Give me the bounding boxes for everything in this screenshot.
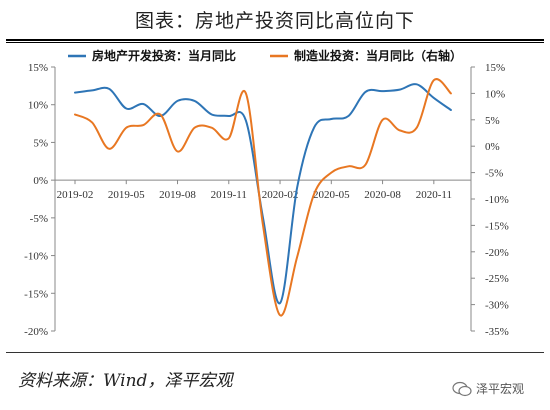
- footer-rule: [6, 352, 544, 353]
- line-chart: 15% 10% 5% 0% -5% -10% -15% -20% 15% 10% 5% 0% -5% -1…: [24, 48, 509, 338]
- left-tick-label: 5%: [33, 137, 48, 149]
- legend-label: 房地产开发投资：当月同比: [92, 48, 236, 63]
- x-tick-label: 2020-08: [364, 189, 401, 201]
- right-tick-label: 5%: [485, 115, 500, 127]
- series-line-property-investment: [74, 83, 452, 305]
- left-tick-label: 10%: [28, 100, 48, 112]
- right-tick-label: -20%: [485, 247, 509, 259]
- x-tick-label: 2019-05: [108, 189, 145, 201]
- right-tick-label: -15%: [485, 220, 509, 232]
- right-tick-label: -10%: [485, 194, 509, 206]
- wechat-icon: [452, 381, 472, 396]
- legend: 房地产开发投资：当月同比 制造业投资：当月同比（右轴）: [68, 48, 462, 63]
- title-rule-thin: [6, 42, 544, 43]
- series-line-manufacturing-investment: [74, 78, 452, 317]
- x-tick-label: 2020-05: [313, 189, 350, 201]
- source-note: 资料来源：Wind，泽平宏观: [18, 371, 233, 391]
- left-tick-label: -10%: [24, 251, 48, 263]
- left-tick-label: -15%: [24, 288, 48, 300]
- legend-label: 制造业投资：当月同比（右轴）: [294, 48, 462, 63]
- right-tick-label: 10%: [485, 88, 505, 100]
- right-tick-label: -30%: [485, 300, 509, 312]
- right-tick-label: 15%: [485, 62, 505, 74]
- right-tick-label: 0%: [485, 141, 500, 153]
- right-tick-label: -5%: [485, 168, 503, 180]
- watermark-text: 泽平宏观: [476, 382, 525, 396]
- title-rule: [6, 39, 544, 41]
- x-tick-label: 2019-11: [211, 189, 247, 201]
- x-tick-label: 2020-11: [416, 189, 452, 201]
- axes: 15% 10% 5% 0% -5% -10% -15% -20% 15% 10% 5% 0% -5% -1…: [24, 62, 509, 338]
- left-tick-label: 15%: [28, 62, 48, 74]
- chart-title: 图表：房地产投资同比高位向下: [134, 10, 415, 32]
- watermark: 泽平宏观: [452, 380, 524, 397]
- right-tick-label: -25%: [485, 273, 509, 285]
- left-tick-label: -5%: [30, 213, 48, 225]
- left-tick-label: 0%: [33, 175, 48, 187]
- x-tick-label: 2019-02: [57, 189, 94, 201]
- right-tick-label: -35%: [485, 326, 509, 338]
- left-tick-label: -20%: [24, 326, 48, 338]
- x-tick-label: 2020-02: [262, 189, 299, 201]
- series-lines: [74, 78, 452, 317]
- x-tick-label: 2019-08: [159, 189, 196, 201]
